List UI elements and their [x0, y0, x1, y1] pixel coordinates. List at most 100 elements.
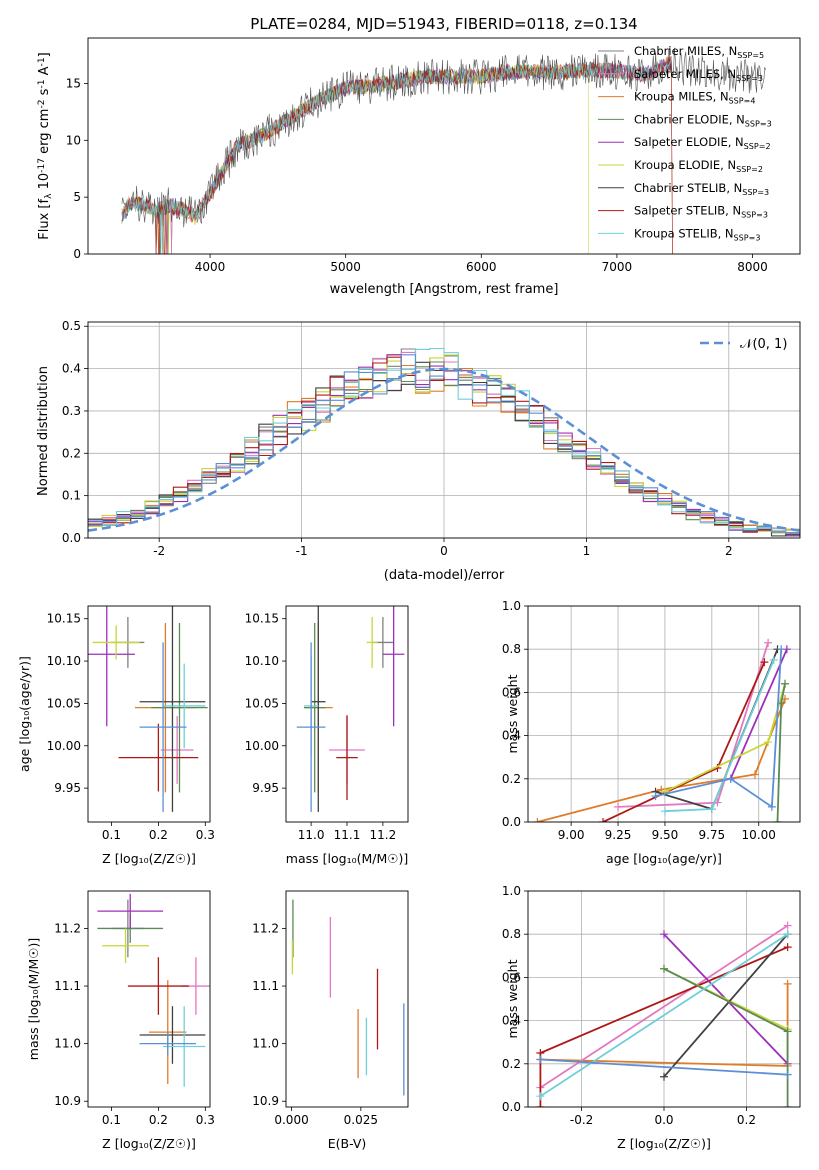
age_vs_mass-ytick-label: 10.10 — [245, 654, 279, 668]
spectrum-xtick-label: 6000 — [466, 260, 497, 274]
residuals-ytick-label: 0.2 — [62, 446, 81, 460]
weight_vs_Z-marker-CE — [783, 1027, 792, 1036]
spectrum-ytick-label: 0 — [73, 247, 81, 261]
spectrum-legend-label: Salpeter STELIB, NSSP=3 — [634, 204, 768, 220]
mass_vs_Z-ylabel: mass [log₁₀(M/M☉)] — [26, 938, 41, 1060]
weight_vs_Z-marker-SS — [783, 943, 792, 952]
weight_vs_Z-marker-CS — [660, 1072, 668, 1081]
weight_vs_age-marker-KS — [769, 656, 778, 664]
weight_vs_Z-marker-normal — [783, 1070, 792, 1079]
mass_vs_Z-ytick-label: 11.1 — [54, 979, 81, 993]
weight_vs_age-xtick-label: 9.50 — [652, 828, 679, 842]
weight_vs_age-xlabel: age [log₁₀(age/yr)] — [606, 851, 722, 866]
age_vs_mass-plot-area — [296, 606, 405, 812]
weight_vs_Z-xtick-label: 0.2 — [737, 1113, 756, 1127]
weight_vs_Z-marker-KS — [536, 1092, 545, 1101]
mass_vs_Z-xtick-label: 0.3 — [196, 1113, 215, 1127]
weight_vs_Z-ytick-label: 0.8 — [502, 927, 521, 941]
age_vs_Z-frame — [87, 605, 211, 823]
mass_vs_Z-ytick-label: 11.0 — [54, 1037, 81, 1051]
weight_vs_Z-xtick-label: 0.0 — [654, 1113, 673, 1127]
spectrum-legend-label: Chabrier ELODIE, NSSP=3 — [634, 112, 772, 128]
mass_vs_ebv-frame — [285, 890, 409, 1108]
weight_vs_Z-xlabel: Z [log₁₀(Z/Z☉)] — [617, 1136, 711, 1151]
weight_vs_Z-xtick-label: -0.2 — [570, 1113, 593, 1127]
spectrum-xtick-label: 8000 — [737, 260, 768, 274]
weight_vs_age-marker-normal — [726, 774, 735, 783]
weight_vs_age-frame — [527, 605, 801, 823]
mass_vs_Z-xtick-label: 0.1 — [102, 1113, 121, 1127]
spectrum-xtick-label: 7000 — [602, 260, 633, 274]
age_vs_mass-ytick-label: 10.00 — [245, 739, 279, 753]
weight_vs_Z-marker-KM — [783, 979, 792, 988]
hist-step-KS — [88, 347, 800, 535]
spectrum-plot-area — [121, 47, 766, 254]
residuals-xtick-label: -2 — [153, 544, 165, 558]
spectrum-ytick-label: 15 — [66, 76, 81, 90]
weight_vs_Z-marker-normal — [536, 1055, 545, 1064]
age_vs_Z-ytick-label: 10.00 — [47, 739, 81, 753]
weight_vs_age-xtick-label: 10.00 — [742, 828, 776, 842]
spectrum-ytick-label: 10 — [66, 133, 81, 147]
weight_vs_Z-marker-CE — [660, 964, 668, 973]
weight_vs_age-line-normal — [655, 649, 783, 809]
age_vs_Z-ytick-label: 10.15 — [47, 612, 81, 626]
weight_vs_Z-ytick-label: 0.0 — [502, 1100, 521, 1114]
weight_vs_age-xtick-label: 9.25 — [605, 828, 632, 842]
mass_vs_ebv-ytick-label: 10.9 — [252, 1094, 279, 1108]
residuals-xtick-label: 1 — [583, 544, 591, 558]
spectrum-xtick-label: 5000 — [330, 260, 361, 274]
spectrum-xlabel: wavelength [Angstrom, rest frame] — [330, 282, 559, 297]
weight_vs_Z-frame — [527, 890, 801, 1108]
hist-step-normal — [88, 354, 800, 534]
hist-xlabel: (data-model)/error — [384, 568, 505, 583]
weight_vs_Z-marker-CE — [783, 1103, 792, 1107]
weight_vs_age-marker-KS — [660, 807, 669, 816]
hist-ylabel: Normed distribution — [36, 366, 51, 496]
residuals-ytick-label: 0.3 — [62, 404, 81, 418]
residuals-frame — [87, 321, 801, 539]
mass_vs_ebv-ytick-label: 11.2 — [252, 921, 279, 935]
weight_vs_Z-plot-area — [536, 921, 792, 1107]
weight_vs_Z-marker-SE — [660, 930, 668, 939]
age_vs_mass-frame — [285, 605, 409, 823]
weight_vs_age-marker-normal — [777, 645, 786, 654]
age_vs_mass-xtick-label: 11.0 — [298, 828, 325, 842]
weight_vs_age-ytick-label: 1.0 — [502, 599, 521, 613]
mass_vs_ebv-xlabel: E(B-V) — [328, 1136, 367, 1151]
spectrum-legend-label: Chabrier MILES, NSSP=5 — [634, 44, 764, 60]
mass_vs_ebv-ytick-label: 11.0 — [252, 1037, 279, 1051]
spectrum-line-CS — [121, 47, 766, 254]
weight_vs_Z-line-KS — [539, 933, 789, 1097]
weight_vs_Z-ytick-label: 0.4 — [502, 1014, 521, 1028]
spectrum-legend-label: Salpeter ELODIE, NSSP=2 — [634, 135, 771, 151]
weight_vs_Z-ylabel: mass weight — [505, 959, 520, 1038]
weight_vs_age-marker-SS — [599, 818, 608, 822]
residuals-ytick-label: 0.4 — [62, 362, 81, 376]
spectrum-frame — [87, 37, 801, 255]
mass_vs_ebv-plot-area — [291, 899, 405, 1096]
figure-title: PLATE=0284, MJD=51943, FIBERID=0118, z=0… — [250, 15, 637, 33]
spectrum-legend-label: Salpeter MILES, NSSP=3 — [634, 67, 763, 83]
age_vs_mass-ytick-label: 10.15 — [245, 612, 279, 626]
normal-curve — [88, 367, 800, 532]
weight_vs_Z-line-CS — [663, 933, 789, 1078]
spectrum-legend-label: Kroupa MILES, NSSP=4 — [634, 90, 755, 106]
age_vs_mass-ytick-label: 10.05 — [245, 696, 279, 710]
weight_vs_age-plot-area — [533, 638, 791, 822]
residuals-xtick-label: 2 — [725, 544, 733, 558]
residuals-ytick-label: 0.5 — [62, 319, 81, 333]
weight_vs_age-ytick-label: 0.4 — [502, 729, 521, 743]
age_vs_mass-xtick-label: 11.2 — [370, 828, 397, 842]
age_vs_mass-ytick-label: 9.95 — [252, 781, 279, 795]
mass_vs_Z-xtick-label: 0.2 — [149, 1113, 168, 1127]
spectrum-legend-label: Kroupa STELIB, NSSP=3 — [634, 226, 760, 242]
mass_vs_Z-ytick-label: 10.9 — [54, 1094, 81, 1108]
residuals-ytick-label: 0.1 — [62, 489, 81, 503]
weight_vs_age-marker-KM — [533, 818, 542, 822]
spectrum-legend-label: Chabrier STELIB, NSSP=3 — [634, 181, 769, 197]
weight_vs_age-marker-normal — [767, 802, 776, 811]
weight_vs_age-marker-KM — [750, 770, 759, 779]
weight_vs_age-ytick-label: 0.8 — [502, 642, 521, 656]
